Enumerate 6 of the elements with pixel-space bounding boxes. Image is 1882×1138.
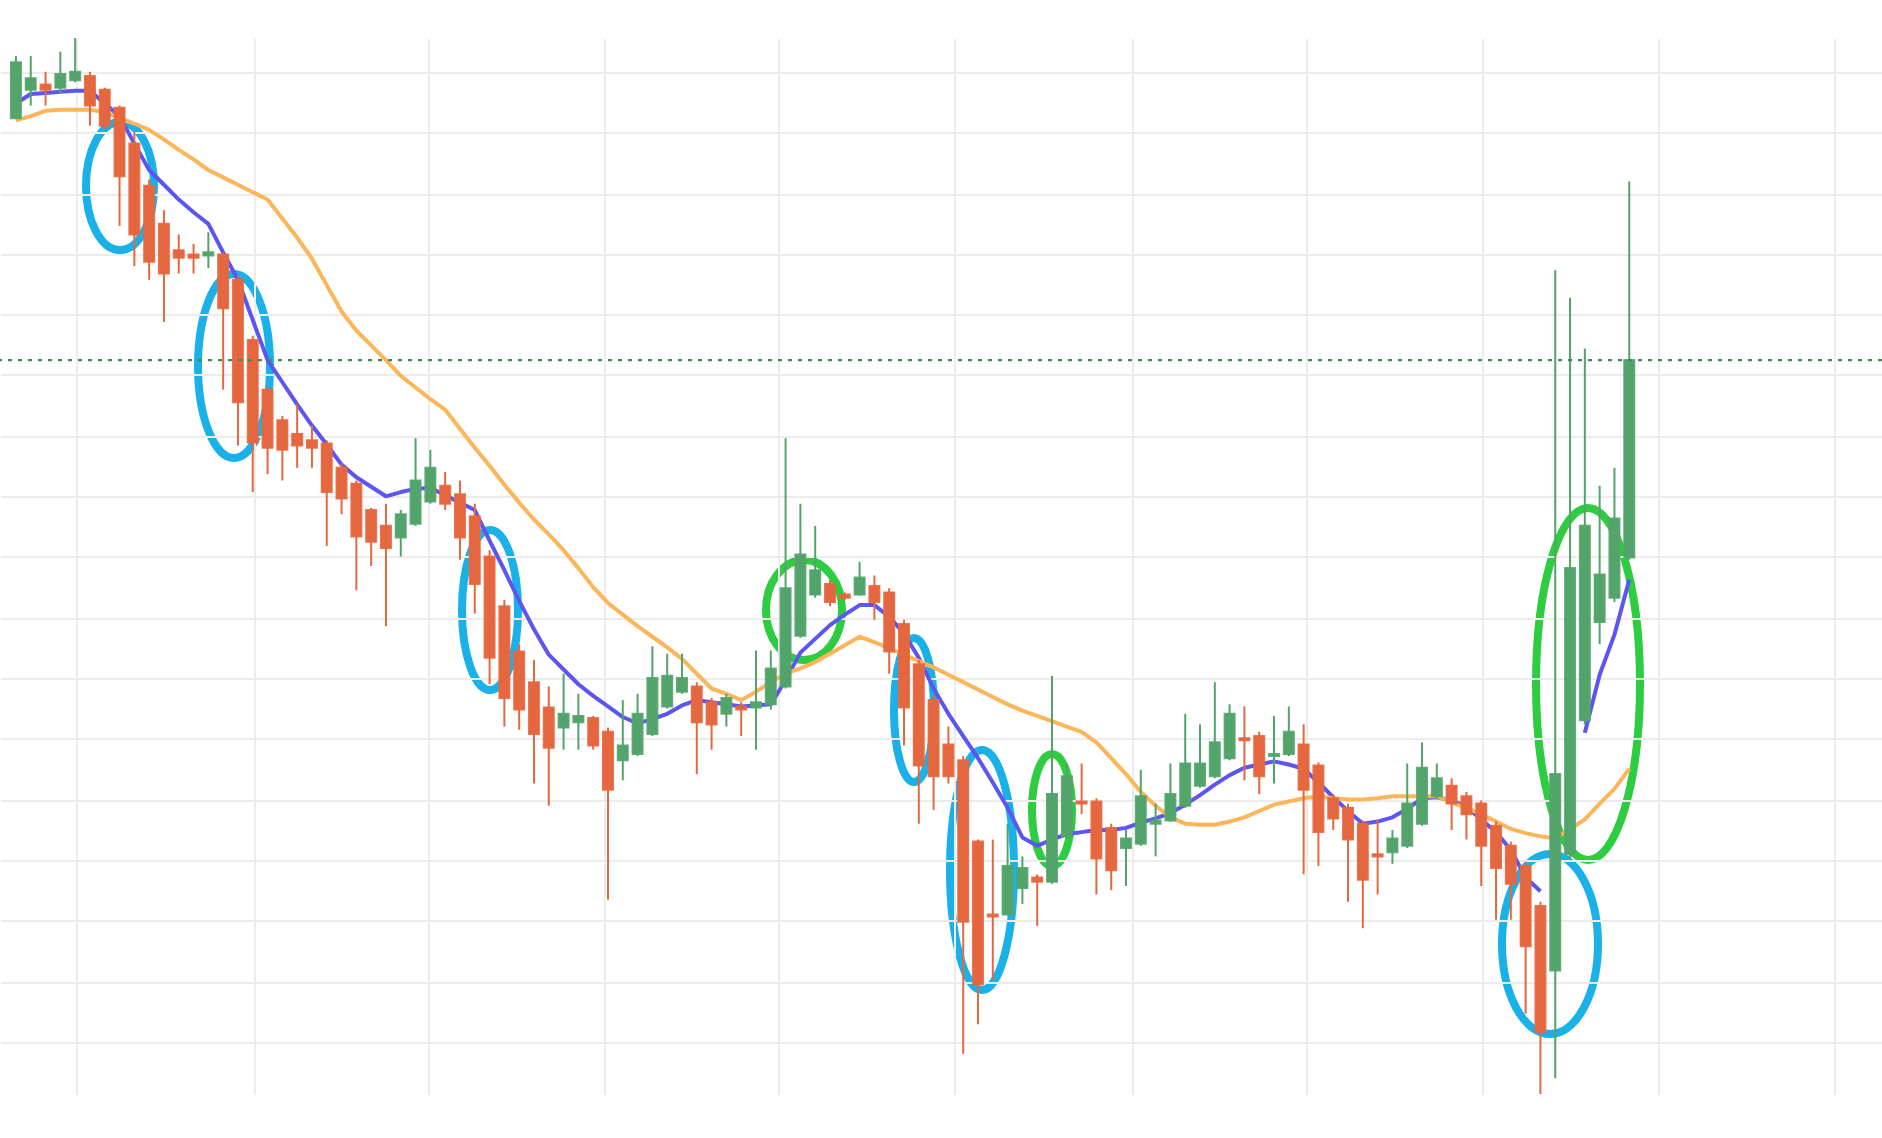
- candlestick: [853, 560, 866, 597]
- candlestick: [735, 701, 748, 738]
- candlestick: [202, 231, 215, 270]
- candlestick: [39, 70, 52, 107]
- candlestick: [1031, 873, 1044, 928]
- candlestick: [720, 692, 733, 728]
